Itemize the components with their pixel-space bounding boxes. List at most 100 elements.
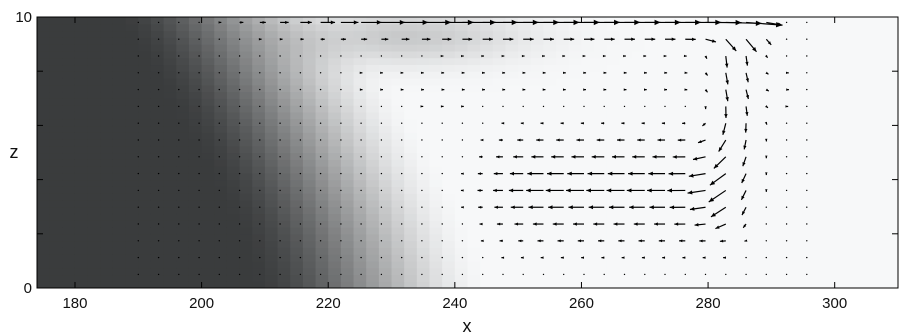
heatmap-cell [822,91,836,99]
heatmap-cell [771,145,785,154]
heatmap-cell [340,105,355,113]
heatmap-cell [74,111,89,120]
heatmap-cell [201,111,215,120]
heatmap-cell [632,57,646,66]
heatmap-cell [214,77,228,86]
heatmap-cell [391,281,405,288]
vector-arrow [603,105,605,108]
heatmap-cell [74,152,89,160]
heatmap-cell [872,84,886,93]
heatmap-cell [657,44,671,52]
heatmap-cell [543,199,557,208]
heatmap-cell [657,57,671,66]
vector-arrow [785,223,788,225]
heatmap-cell [201,57,215,66]
heatmap-cell [454,23,469,32]
heatmap-cell [340,71,355,79]
heatmap-cell [619,118,633,127]
heatmap-cell [353,247,367,255]
vector-arrow [719,239,726,243]
heatmap-cell [758,84,772,93]
heatmap-cell [125,254,139,262]
heatmap-cell [632,267,646,276]
vector-arrow [765,223,767,225]
heatmap-cell [670,71,684,79]
heatmap-cell [746,186,760,194]
heatmap-cell [467,138,481,147]
heatmap-cell [163,281,177,288]
heatmap-cell [150,267,165,276]
heatmap-cell [492,98,507,106]
heatmap-cell [619,213,633,221]
heatmap-cell [796,145,810,154]
heatmap-cell [429,111,443,120]
heatmap-cell [860,233,874,242]
heatmap-cell [302,240,317,248]
heatmap-cell [391,233,405,242]
heatmap-cell [480,274,494,282]
heatmap-cell [530,159,545,167]
vector-arrow [583,37,595,41]
heatmap-cell [568,125,583,133]
heatmap-cell [125,111,139,120]
heatmap-cell [720,166,734,174]
heatmap-cell [416,138,431,147]
heatmap-cell [416,57,431,66]
heatmap-cell [657,233,671,242]
heatmap-cell [163,260,177,269]
vector-arrow [198,189,200,192]
heatmap-cell [556,145,570,154]
heatmap-cell [328,98,342,106]
heatmap-cell [49,30,63,38]
heatmap-cell [720,105,734,113]
heatmap-cell [404,152,418,160]
vector-arrow [218,189,220,192]
vector-arrow [441,189,443,192]
heatmap-cell [150,254,165,262]
heatmap-cell [49,50,63,59]
heatmap-cell [467,64,481,72]
heatmap-cell [632,138,646,147]
heatmap-cell [378,260,393,269]
heatmap-cell [366,193,380,201]
heatmap-cell [695,254,709,262]
heatmap-cell [138,274,152,282]
vector-arrow [400,88,404,91]
heatmap-cell [290,233,304,242]
heatmap-cell [505,193,519,201]
heatmap-cell [632,172,646,181]
heatmap-cell [492,227,507,235]
heatmap-cell [252,30,266,38]
heatmap-cell [568,247,583,255]
heatmap-cell [670,64,684,72]
heatmap-cell [885,57,898,66]
heatmap-cell [606,159,621,167]
vector-arrow [238,273,241,276]
vector-arrow [806,240,808,242]
heatmap-cell [454,240,469,248]
heatmap-cell [442,247,456,255]
heatmap-cell [594,98,608,106]
heatmap-cell [860,84,874,93]
vector-arrow [785,38,788,40]
heatmap-cell [746,118,760,127]
heatmap-cell [720,199,734,208]
heatmap-cell [860,64,874,72]
heatmap-cell [847,227,861,235]
heatmap-cell [708,199,722,208]
heatmap-cell [277,159,291,167]
heatmap-cell [62,64,76,72]
heatmap-cell [150,145,165,154]
vector-arrow [526,188,544,193]
heatmap-cell [796,98,810,106]
vector-arrow [238,88,241,91]
heatmap-cell [746,91,760,99]
heatmap-cell [328,213,342,221]
heatmap-cell [328,281,342,288]
heatmap-cell [518,105,532,113]
heatmap-cell [695,281,709,288]
vector-arrow [806,206,808,208]
heatmap-cell [708,71,722,79]
heatmap-cell [695,105,709,113]
heatmap-cell [492,172,507,181]
